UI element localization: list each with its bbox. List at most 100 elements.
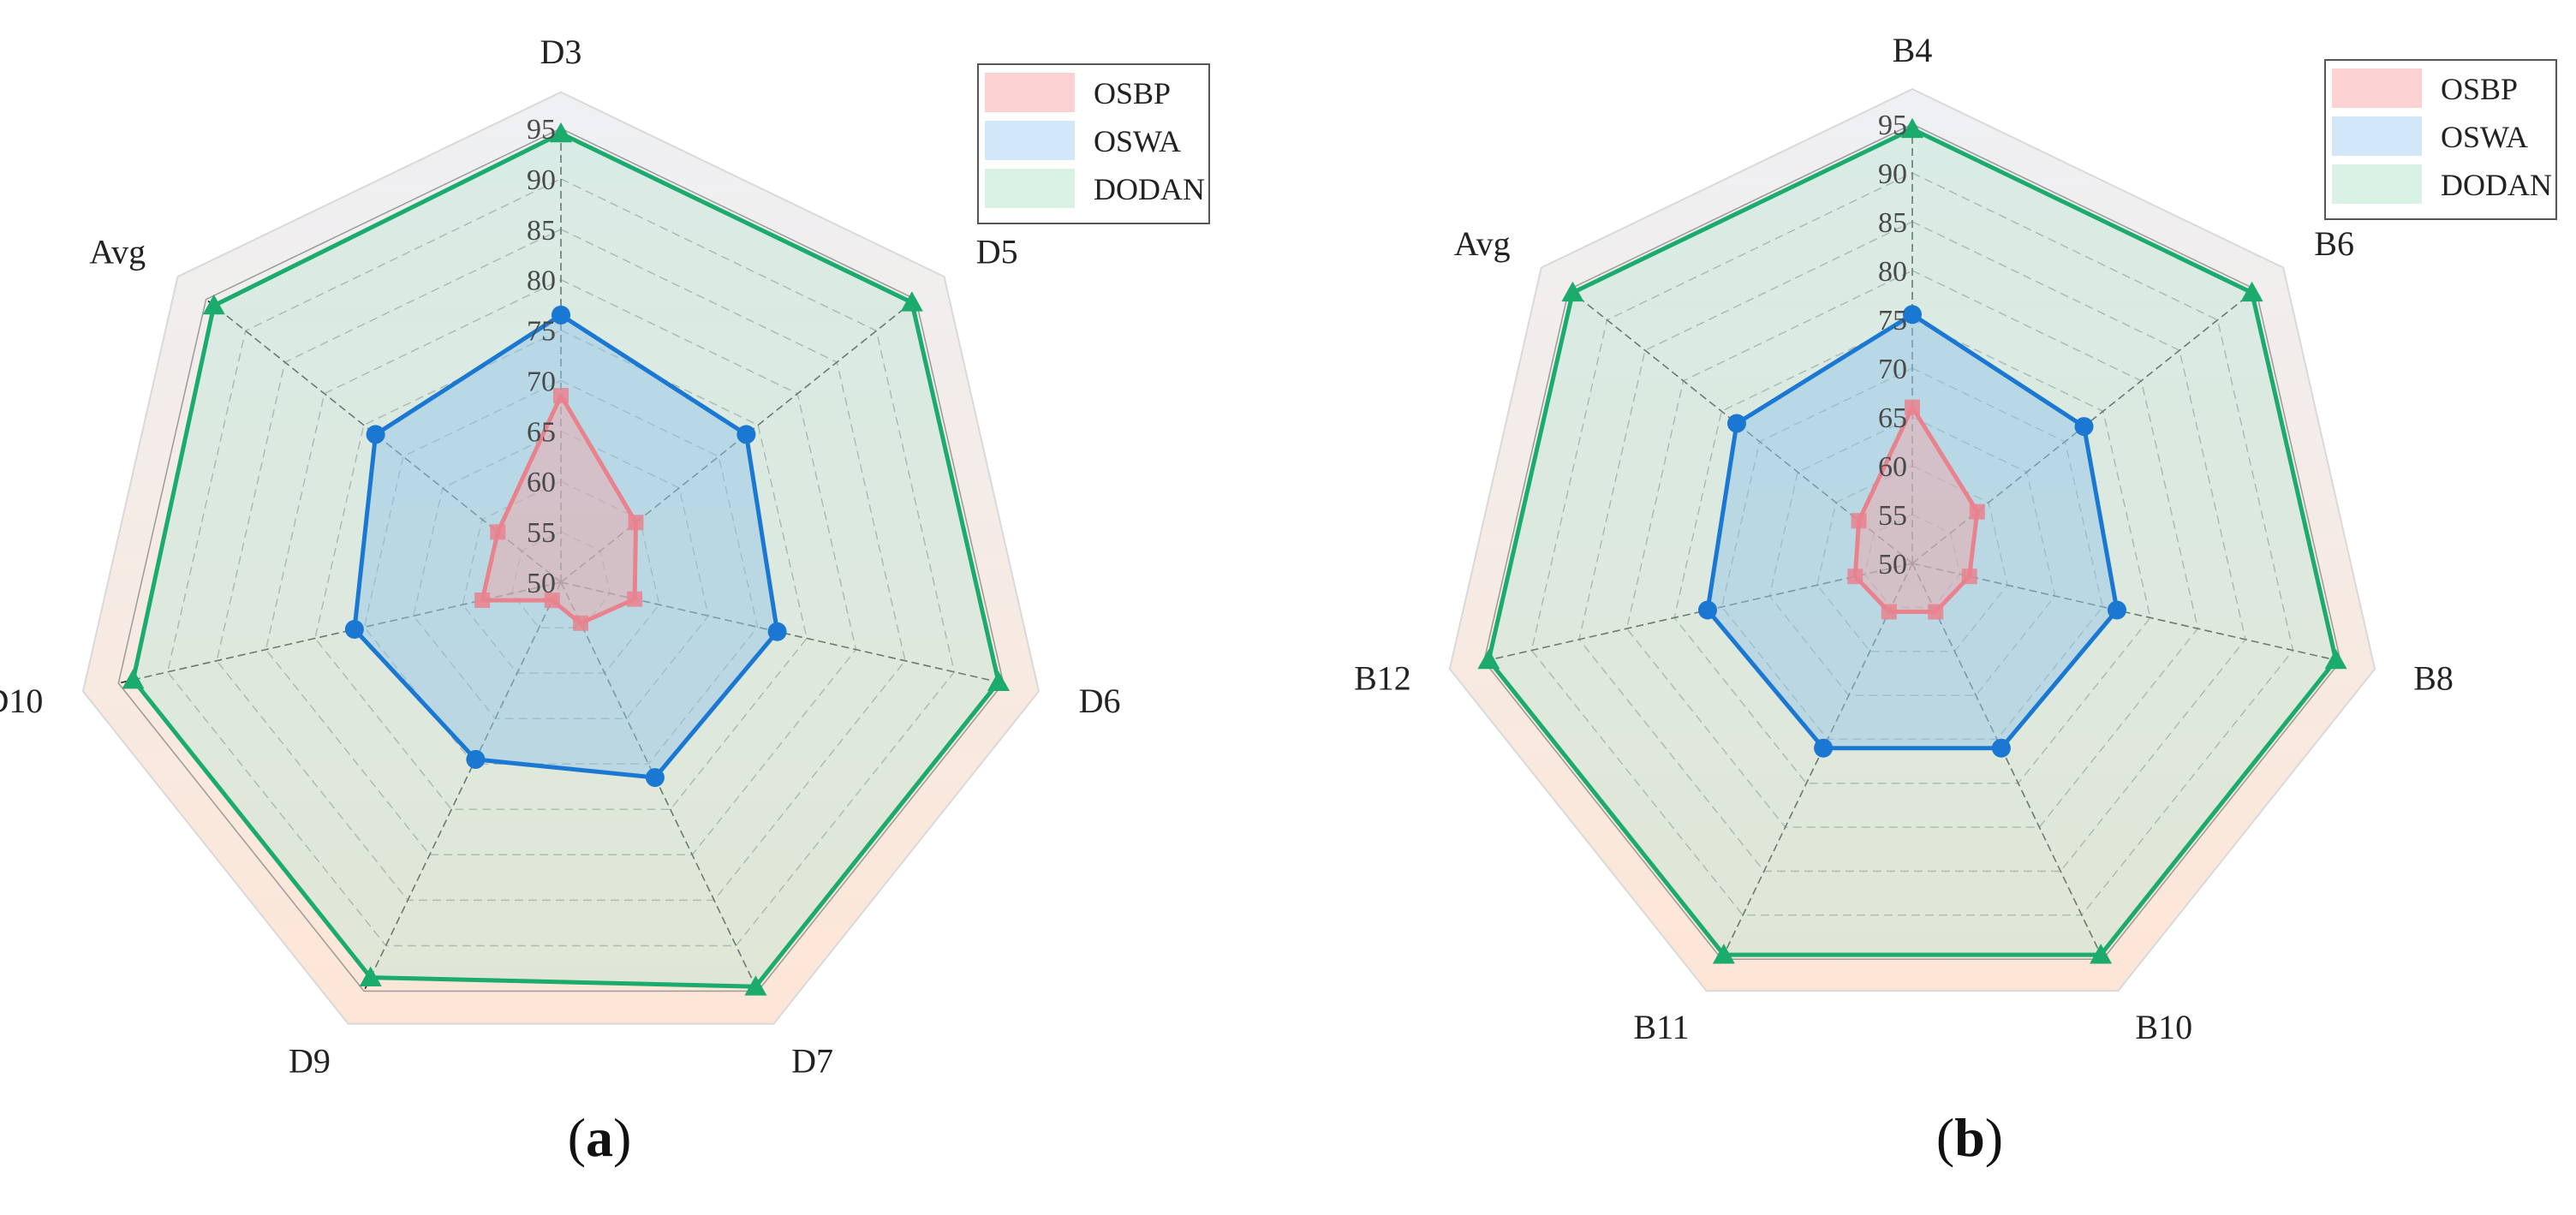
point-oswa-avg xyxy=(366,425,385,444)
grid-ring-75 xyxy=(314,329,808,811)
legend-swatch-dodan xyxy=(2332,164,2422,204)
tick-label-50: 50 xyxy=(527,568,556,599)
point-oswa-b6 xyxy=(2074,417,2094,437)
point-dodan-b10 xyxy=(2090,944,2113,964)
grid-ring-85 xyxy=(216,228,906,902)
tick-label-70: 70 xyxy=(1878,354,1907,385)
tick-label-75: 75 xyxy=(527,316,556,348)
grid-ring-85 xyxy=(1578,221,2246,873)
grid-ring-90 xyxy=(166,178,956,947)
grid-ring-65 xyxy=(412,430,710,719)
point-oswa-b11 xyxy=(1814,738,1834,758)
tick-label-65: 65 xyxy=(1878,402,1907,434)
point-oswa-d7 xyxy=(645,768,665,788)
spoke-b10 xyxy=(1911,563,2104,960)
point-osbp-avg xyxy=(1851,513,1867,529)
point-dodan-d5 xyxy=(900,291,923,312)
grid-ring-95 xyxy=(117,128,1005,992)
point-osbp-d7 xyxy=(573,615,588,631)
legend-swatch-dodan xyxy=(985,169,1075,208)
point-osbp-avg xyxy=(490,524,506,540)
point-oswa-d6 xyxy=(767,622,787,641)
point-dodan-b8 xyxy=(2324,648,2347,670)
series-area-osbp xyxy=(480,393,638,626)
tick-label-90: 90 xyxy=(1878,158,1907,190)
axis-label-d5: D5 xyxy=(976,232,1018,271)
grid-ring-60 xyxy=(1816,465,2008,652)
tick-label-60: 60 xyxy=(527,467,556,498)
tick-label-85: 85 xyxy=(1878,207,1907,239)
grid-ring-55 xyxy=(1863,514,1961,609)
axis-label-b12: B12 xyxy=(1354,659,1411,698)
panel-label-a: (a) xyxy=(568,1107,632,1168)
tick-label-95: 95 xyxy=(527,114,556,146)
tick-label-75: 75 xyxy=(1878,305,1907,337)
legend: OSBP OSWA DODAN xyxy=(2324,59,2557,220)
point-oswa-b10 xyxy=(1991,738,2011,758)
grid-ring-80 xyxy=(1625,270,2199,828)
grid-ring-75 xyxy=(1673,319,2151,784)
panel-label-b: (b) xyxy=(1936,1107,2003,1168)
point-dodan-avg xyxy=(202,294,225,315)
radar-panel-b: 50 55 60 65 70 75 80 85 90 95 B4 B6 B8 B10 B11 B12 Avg OS… xyxy=(1354,31,2557,1168)
point-osbp-d9 xyxy=(544,593,560,609)
point-dodan-avg xyxy=(1561,281,1584,302)
grid-ring-70 xyxy=(363,379,759,765)
point-osbp-d6 xyxy=(627,591,643,607)
legend-label-oswa: OSWA xyxy=(1094,124,1181,158)
axis-label-b6: B6 xyxy=(2314,224,2354,263)
axis-label-b4: B4 xyxy=(1893,31,1933,69)
tick-label-90: 90 xyxy=(527,164,556,196)
axis-label-d7: D7 xyxy=(791,1042,833,1081)
spoke-d9 xyxy=(363,581,562,992)
series-dodan xyxy=(122,122,1010,996)
tick-label-60: 60 xyxy=(1878,451,1907,483)
series-oswa xyxy=(344,305,787,788)
point-oswa-d10 xyxy=(344,620,364,639)
series-area-dodan xyxy=(131,131,1001,989)
point-osbp-d10 xyxy=(474,593,491,608)
series-area-oswa xyxy=(352,313,780,780)
point-oswa-b4 xyxy=(1903,305,1922,325)
tick-label-55: 55 xyxy=(1878,500,1907,532)
tick-label-85: 85 xyxy=(527,215,556,247)
point-dodan-b12 xyxy=(1477,648,1500,670)
grid-ring-55 xyxy=(510,531,611,628)
point-osbp-d5 xyxy=(628,515,644,531)
tick-label-80: 80 xyxy=(1878,256,1907,288)
point-oswa-b12 xyxy=(1698,600,1717,620)
axis-label-b11: B11 xyxy=(1633,1008,1689,1046)
spoke-b12 xyxy=(1483,563,1913,662)
point-oswa-d3 xyxy=(552,305,570,325)
axis-label-b10: B10 xyxy=(2135,1008,2192,1046)
legend-label-oswa: OSWA xyxy=(2441,120,2528,154)
spoke-d7 xyxy=(560,581,759,992)
tick-label-95: 95 xyxy=(1878,110,1907,141)
legend-swatch-osbp xyxy=(2332,68,2422,108)
point-osbp-b10 xyxy=(1928,604,1944,620)
axis-label-d10: D10 xyxy=(0,682,43,720)
spoke-d5 xyxy=(560,298,916,583)
point-dodan-b6 xyxy=(2240,281,2263,302)
axis-label-b8: B8 xyxy=(2413,659,2454,698)
point-oswa-avg xyxy=(1727,414,1746,433)
grid-ring-60 xyxy=(462,480,660,674)
spoke-b8 xyxy=(1911,563,2341,662)
series-osbp xyxy=(1847,399,1985,620)
axis-label-avg: Avg xyxy=(1454,224,1511,263)
legend: OSBP OSWA DODAN xyxy=(977,63,1210,224)
point-osbp-d3 xyxy=(553,388,569,404)
legend-label-osbp: OSBP xyxy=(2441,72,2518,106)
series-area-dodan xyxy=(1486,127,2339,957)
axis-label-d9: D9 xyxy=(289,1042,331,1081)
tick-label-65: 65 xyxy=(527,416,556,448)
series-oswa xyxy=(1698,305,2126,758)
radar-background xyxy=(1448,87,2376,992)
series-area-oswa xyxy=(1705,312,2120,751)
tick-label-50: 50 xyxy=(1878,549,1907,581)
point-dodan-b4 xyxy=(1901,117,1923,139)
series-area-osbp xyxy=(1852,405,1980,614)
point-dodan-d7 xyxy=(744,975,767,996)
point-dodan-b11 xyxy=(1712,944,1735,964)
series-dodan xyxy=(1477,117,2347,964)
